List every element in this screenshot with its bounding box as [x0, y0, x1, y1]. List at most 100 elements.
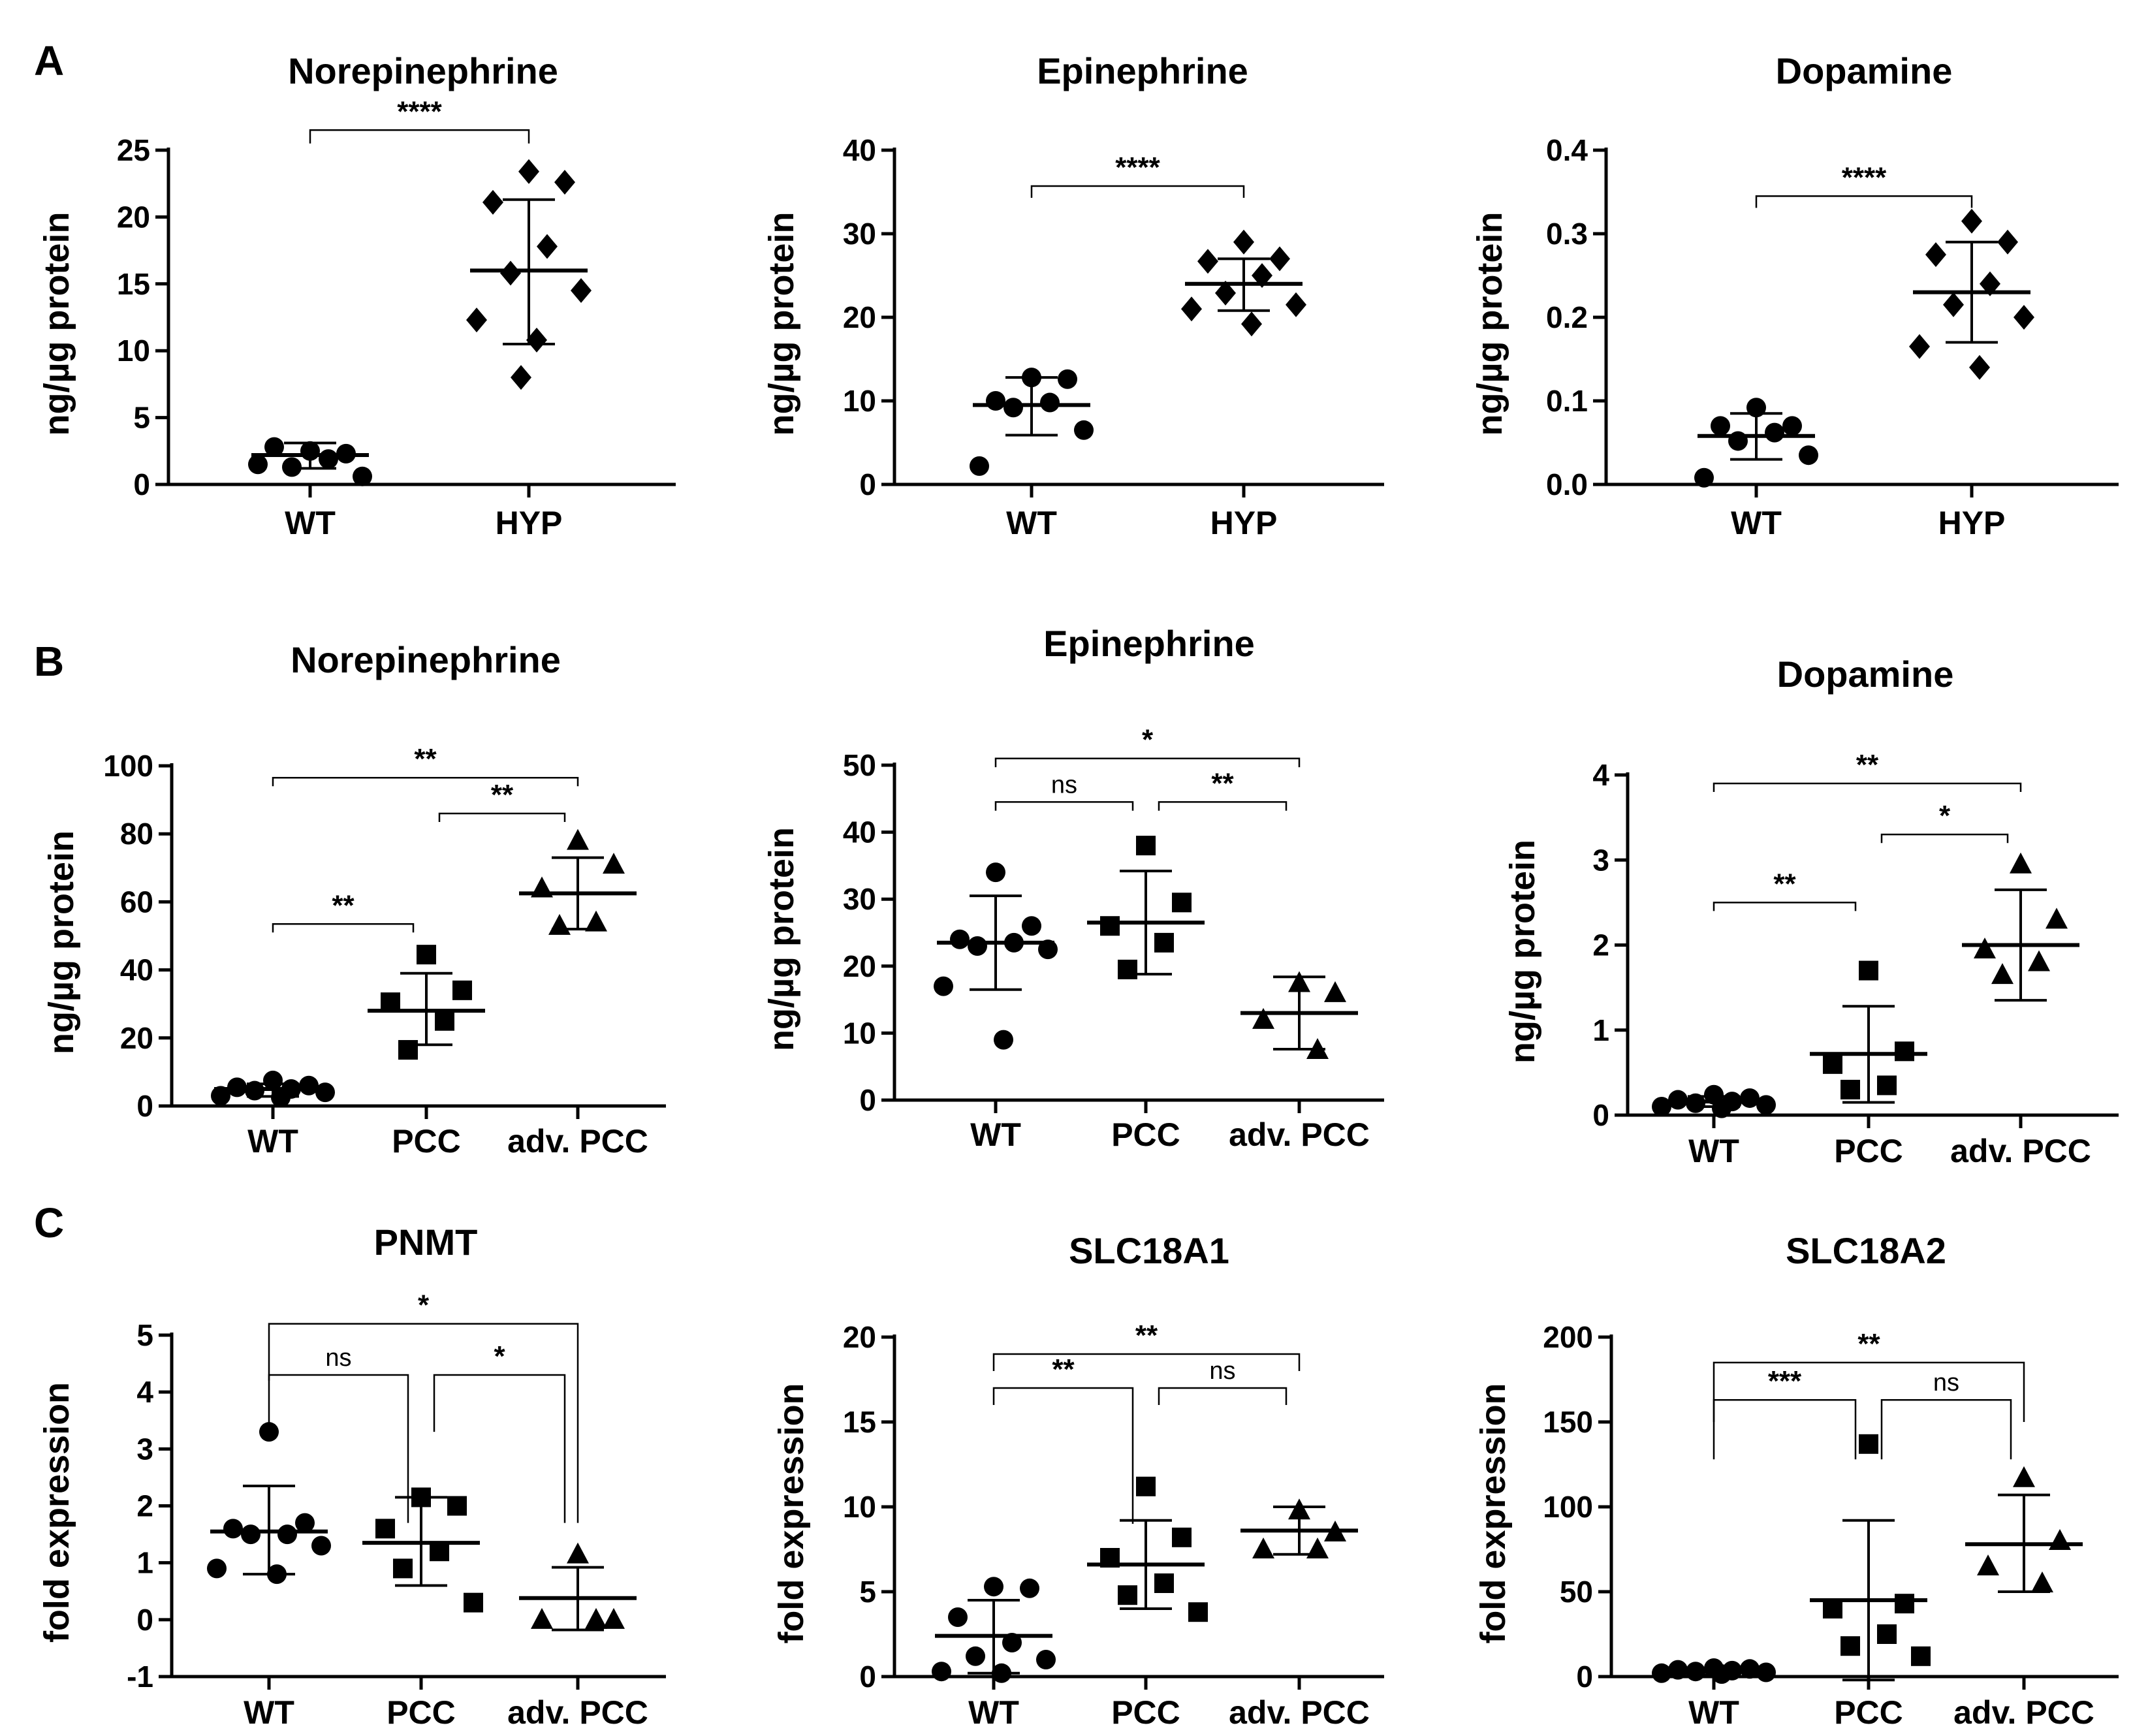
chart-8-category-pcc: PCC	[1111, 1694, 1180, 1731]
chart-3-bracket-1-line	[1755, 195, 1973, 208]
chart-6-bracket-2-line	[1880, 833, 2009, 844]
chart-6-ytick-label-4: 4	[1592, 758, 1609, 792]
chart-7-bracket-3-label: *	[418, 1289, 430, 1321]
chart-2-ytick-label-10: 10	[843, 384, 876, 418]
chart-7-category-pcc: PCC	[387, 1694, 456, 1731]
chart-8-wt-point-3	[948, 1607, 968, 1627]
chart-7-pcc-point-5	[393, 1558, 413, 1579]
chart-5-ytick-label-0: 0	[859, 1083, 876, 1117]
chart-3-hyp-point-8	[1969, 355, 1990, 380]
chart-5-adv-pcc-point-3	[1252, 1007, 1274, 1029]
chart-9-ytick-label-50: 50	[1560, 1575, 1593, 1609]
chart-9-bracket-2-line	[1880, 1398, 2012, 1460]
chart-2-wt-point-5	[1003, 398, 1023, 418]
chart-3: Dopamine ng/µg protein 0.0 0.1 0.2 0.3 0.4 WT HY…	[1470, 50, 2119, 541]
chart-4-ytick-label-60: 60	[120, 885, 153, 919]
chart-2-hyp-point-2	[1269, 246, 1290, 272]
chart-9-ytick-label-0: 0	[1576, 1660, 1593, 1694]
chart-6-bracket-3-line	[1713, 782, 2022, 793]
chart-8-bracket-3-label: **	[1135, 1319, 1158, 1351]
chart-3-wt-point-6	[1799, 445, 1818, 466]
chart-5-bracket-2-label: **	[1211, 767, 1234, 799]
chart-7-pcc-point-4	[430, 1541, 449, 1562]
chart-4-wt-point-6	[315, 1082, 335, 1103]
chart-7-wt-point-4	[277, 1524, 297, 1545]
chart-1-wt-point-4	[319, 449, 338, 469]
chart-9-pcc-point-6	[1911, 1646, 1931, 1666]
chart-9-bracket-3-label: **	[1857, 1328, 1880, 1360]
chart-6-adv-pcc-point-3	[1974, 938, 1996, 959]
chart-6-ylabel: ng/µg protein	[1503, 840, 1542, 1064]
chart-2-bracket-1-line	[1030, 185, 1245, 198]
chart-5-pcc-point-5	[1118, 959, 1137, 979]
chart-4-ytick-label-0: 0	[136, 1089, 153, 1123]
chart-8-wt-point-7	[932, 1662, 951, 1682]
chart-8-bracket-1-label: **	[1052, 1353, 1075, 1385]
chart-8-wt-point-2	[1020, 1578, 1039, 1598]
chart-1-ytick-label-15: 15	[117, 267, 150, 301]
chart-7-ytick-label-1: -1	[127, 1660, 153, 1694]
chart-9-ylabel: fold expression	[1474, 1383, 1513, 1643]
chart-5-category-adv-pcc: adv. PCC	[1229, 1116, 1370, 1153]
chart-4-adv-pcc-point-2	[603, 853, 625, 874]
chart-1-wt-point-5	[282, 457, 302, 477]
chart-5-bracket-3-line	[994, 757, 1301, 768]
chart-4-pcc-point-2	[452, 980, 472, 1000]
panel-letter-c: C	[34, 1199, 64, 1246]
chart-8-ytick-label-0: 0	[859, 1660, 876, 1694]
chart-9-bracket-1-label: ***	[1768, 1365, 1802, 1397]
chart-3-bracket-1-label: ****	[1842, 161, 1887, 193]
chart-5: Epinephrine ng/µg protein 0 10 20 30 40 50 WT PCC…	[762, 623, 1384, 1153]
chart-5-ytick-label-10: 10	[843, 1016, 876, 1050]
chart-9-bracket-2-label: ns	[1933, 1369, 1959, 1397]
chart-1-hyp-point-9	[511, 365, 531, 390]
chart-8-pcc-point-6	[1188, 1602, 1208, 1622]
chart-3-wt-point-2	[1782, 416, 1802, 436]
chart-5-category-wt: WT	[970, 1116, 1021, 1153]
chart-2-hyp-point-8	[1241, 311, 1262, 337]
chart-1-category-wt: WT	[285, 505, 336, 541]
chart-8-bracket-2-label: ns	[1209, 1357, 1235, 1385]
chart-4-bracket-3-line	[272, 776, 579, 787]
chart-4-adv-pcc-point-4	[585, 910, 607, 932]
chart-2-wt-point-7	[970, 456, 989, 476]
chart-6-category-wt: WT	[1688, 1133, 1739, 1169]
chart-5-wt-point-1	[986, 862, 1005, 883]
chart-6-bracket-2-label: *	[1939, 800, 1951, 832]
chart-3-hyp-point-7	[1909, 334, 1930, 359]
chart-2-wt-point-2	[1058, 369, 1077, 389]
chart-6-pcc-point-1	[1859, 960, 1878, 981]
chart-6: Dopamine ng/µg protein 0 1 2 3 4 WT PCC adv. PCC *…	[1503, 654, 2119, 1169]
chart-9-pcc-point-2	[1895, 1594, 1914, 1614]
chart-5-wt-point-2	[1022, 916, 1041, 936]
chart-9-bracket-3-line	[1713, 1361, 2025, 1422]
chart-2-title: Epinephrine	[1037, 50, 1248, 91]
chart-5-pcc-point-4	[1154, 932, 1174, 953]
chart-2-ylabel: ng/µg protein	[762, 212, 801, 435]
chart-3-hyp-point-3	[1925, 242, 1946, 267]
chart-5-title: Epinephrine	[1043, 623, 1255, 664]
chart-4-ylabel: ng/µg protein	[42, 830, 81, 1054]
chart-7-wt-point-6	[311, 1536, 331, 1556]
chart-1-hyp-point-4	[537, 234, 558, 259]
chart-1-bracket-1-line	[309, 129, 530, 144]
chart-4-adv-pcc-point-1	[567, 829, 589, 850]
chart-6-pcc-point-5	[1840, 1079, 1860, 1099]
chart-6-bracket-3-label: **	[1856, 749, 1879, 781]
chart-3-ytick-label-0-3: 0.3	[1546, 217, 1588, 251]
chart-7-category-wt: WT	[244, 1694, 294, 1731]
chart-9-title: SLC18A2	[1786, 1230, 1946, 1271]
chart-7-pcc-point-2	[447, 1496, 467, 1516]
chart-4-bracket-3-label: **	[414, 743, 437, 775]
chart-6-bracket-1-label: **	[1773, 868, 1796, 900]
chart-9-pcc-point-4	[1877, 1624, 1897, 1644]
chart-3-wt-point-4	[1765, 422, 1784, 443]
chart-7-wt-point-7	[207, 1558, 227, 1579]
chart-7-ytick-label-2: 2	[136, 1489, 153, 1523]
chart-7-bracket-2-label: *	[494, 1340, 505, 1372]
chart-3-ytick-label-0-0: 0.0	[1546, 467, 1588, 501]
chart-3-ylabel: ng/µg protein	[1470, 212, 1509, 435]
chart-1-wt-point-6	[353, 466, 372, 486]
chart-7-adv-pcc-point-4	[585, 1607, 607, 1629]
